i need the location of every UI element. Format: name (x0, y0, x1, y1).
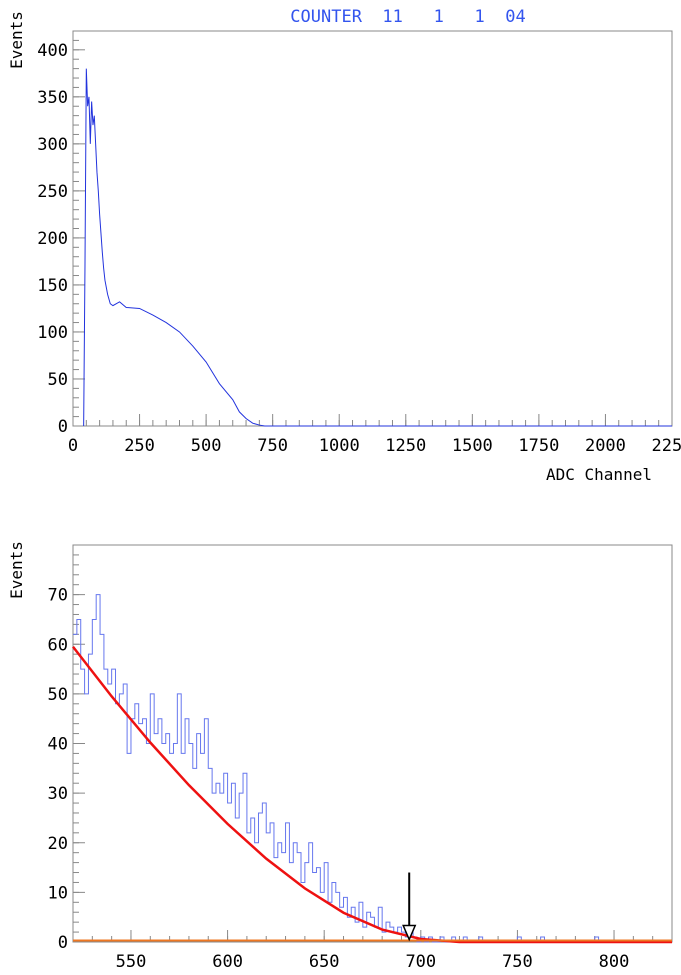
x-tick-label: 1500 (452, 436, 493, 456)
plot-frame (72, 30, 673, 427)
series-histogram-line (73, 594, 672, 943)
fit-zoom-chart: Events 0 10 20 30 40 50 60 70 550 600 650 700 750 80… (7, 541, 673, 972)
y-tick-label: 400 (37, 41, 68, 61)
series-group (83, 68, 672, 427)
y-tick-label: 0 (58, 933, 68, 953)
y-tick-label: 200 (37, 229, 68, 249)
x-tick-label: 1750 (518, 436, 559, 456)
x-tick-label: 500 (191, 436, 222, 456)
x-tick-label: 800 (599, 952, 630, 972)
series-group (72, 594, 672, 944)
y-tick-label: 60 (48, 635, 68, 655)
y-tick-label: 20 (48, 834, 68, 854)
y-tick-label: 40 (48, 735, 68, 755)
x-tick-label: 0 (68, 436, 78, 456)
tick-marks (72, 30, 673, 427)
y-tick-label: 300 (37, 135, 68, 155)
x-tick-label: 2000 (585, 436, 626, 456)
chart-title: COUNTER 11 1 1 04 (290, 7, 525, 27)
x-tick-label: 750 (257, 436, 288, 456)
y-tick-label: 250 (37, 182, 68, 202)
x-tick-label: 1250 (385, 436, 426, 456)
x-axis-title: ADC Channel (546, 465, 652, 484)
arrow-head (402, 924, 417, 942)
y-tick-label: 350 (37, 88, 68, 108)
y-tick-label: 70 (48, 586, 68, 606)
series-fit-line (72, 645, 672, 944)
x-tick-label: 2250 (652, 436, 681, 456)
series-histogram-line (83, 68, 672, 427)
x-tick-label: 550 (116, 952, 147, 972)
threshold-arrow (402, 872, 417, 942)
y-tick-label: 50 (48, 685, 68, 705)
x-tick-label: 750 (502, 952, 533, 972)
x-tick-labels: 0 250 500 750 1000 1250 1500 1750 2000 2250 (68, 436, 681, 456)
y-tick-labels: 0 50 100 150 200 250 300 350 400 (37, 41, 68, 437)
y-tick-label: 50 (48, 370, 68, 390)
x-tick-label: 700 (405, 952, 436, 972)
y-tick-labels: 0 10 20 30 40 50 60 70 (48, 586, 68, 953)
x-tick-label: 600 (212, 952, 243, 972)
adc-spectrum-chart: COUNTER 11 1 1 04 Events ADC Channel 0 50… (7, 7, 681, 484)
y-tick-label: 30 (48, 784, 68, 804)
y-tick-label: 10 (48, 883, 68, 903)
y-axis-title: Events (7, 11, 26, 69)
y-tick-label: 100 (37, 323, 68, 343)
x-tick-label: 250 (124, 436, 155, 456)
x-tick-labels: 550 600 650 700 750 800 (116, 952, 630, 972)
y-tick-label: 0 (58, 417, 68, 437)
x-tick-label: 650 (309, 952, 340, 972)
x-tick-label: 1000 (319, 436, 360, 456)
y-axis-title: Events (7, 541, 26, 599)
y-tick-label: 150 (37, 276, 68, 296)
